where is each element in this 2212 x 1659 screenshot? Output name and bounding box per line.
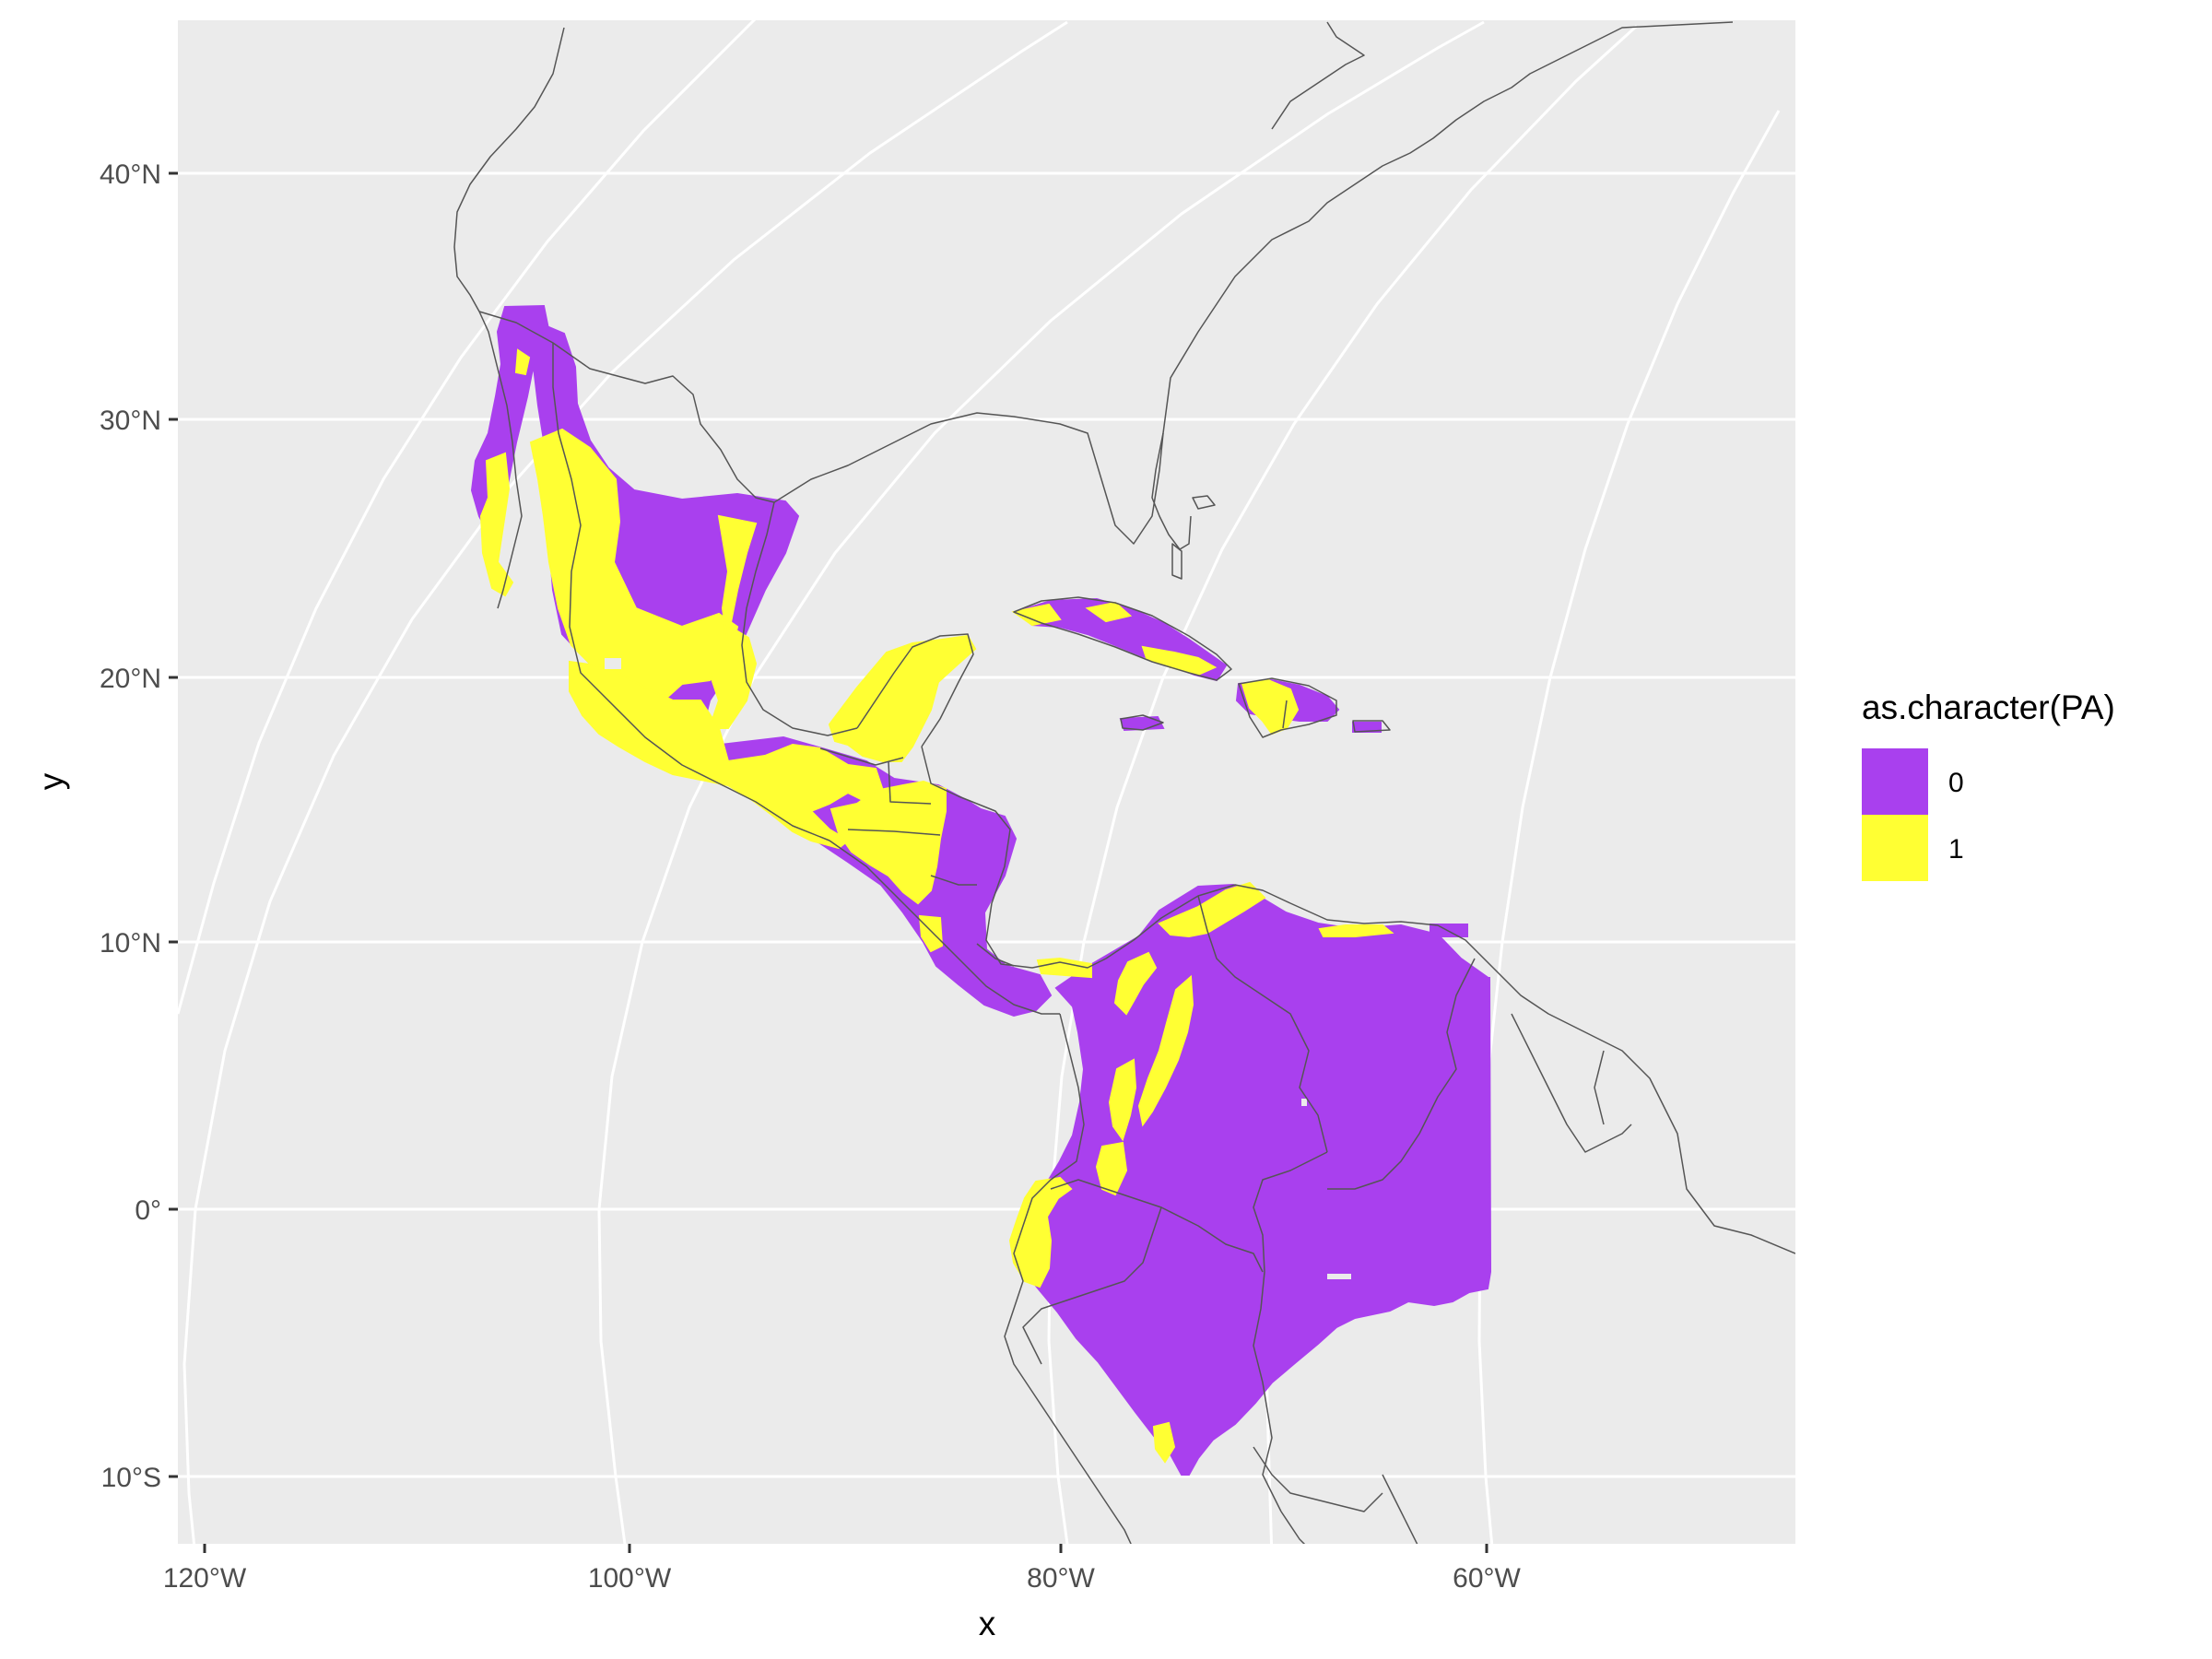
- country-borders: [453, 21, 1795, 1544]
- pacific-coast-south-america: [1004, 1013, 1132, 1544]
- y-tick-label: 10°S: [101, 1463, 161, 1493]
- atlantic-coast-usa: [1162, 21, 1734, 434]
- colombia-peru-border: [1160, 1206, 1264, 1273]
- sonora-sinaloa-presence: [529, 428, 739, 701]
- legend-title: as.character(PA): [1862, 688, 2115, 726]
- gulf-coast-usa: [773, 412, 1164, 545]
- central-america-borders: [819, 747, 1015, 967]
- gridline-lon-120w: [178, 20, 757, 1015]
- cuba-east-presence: [1141, 645, 1218, 677]
- legend-label-0: 0: [1948, 768, 1964, 798]
- y-axis-title: y: [32, 772, 70, 790]
- raster-gap: [1301, 1099, 1307, 1106]
- y-tick-label: 20°N: [100, 664, 161, 694]
- colombia-venezuela-border: [1197, 895, 1328, 1153]
- baja-south-presence: [479, 452, 514, 597]
- magdalena-presence: [1137, 974, 1194, 1127]
- baja-peninsula: [478, 311, 523, 609]
- caribbean-coast-central-america: [921, 746, 1107, 969]
- cauca-presence: [1108, 1058, 1137, 1142]
- jamaica-outline: [1120, 714, 1164, 731]
- y-tick-label: 0°: [135, 1195, 161, 1226]
- x-axis-title: x: [979, 1605, 996, 1642]
- y-axis-labels: 40°N 30°N 20°N 10°N 0° 10°S: [100, 159, 161, 1493]
- southern-mexico-presence: [569, 660, 885, 850]
- plot-panel: [178, 20, 1795, 1544]
- legend-key-1: [1862, 815, 1928, 881]
- y-tick-label: 40°N: [100, 159, 161, 190]
- trinidad-absence: [1430, 924, 1468, 937]
- y-tick-label: 30°N: [100, 406, 161, 436]
- x-tick-label: 60°W: [1453, 1563, 1521, 1594]
- pa-presence-cells: [479, 348, 1394, 1464]
- us-mexico-border: [478, 311, 775, 503]
- x-tick-label: 100°W: [588, 1563, 672, 1594]
- hispaniola-outline: [1238, 677, 1337, 738]
- south-america-north-coast: [1105, 884, 1795, 1254]
- gridline-lon-100w: [597, 20, 1485, 1544]
- graticule: [178, 20, 1795, 1544]
- gulf-slope-presence: [708, 514, 758, 729]
- pacific-coast-central-america: [829, 840, 1060, 1015]
- cuba-presence: [1011, 603, 1062, 627]
- honduras-presence: [830, 780, 947, 905]
- gridline-lon-80w: [1047, 24, 1639, 1544]
- x-tick-label: 80°W: [1027, 1563, 1095, 1594]
- legend-key-0: [1862, 748, 1928, 815]
- caribbean-coast-presence: [1158, 881, 1266, 938]
- venezuela-coast-presence: [1318, 924, 1394, 937]
- guianas-borders: [1511, 1013, 1632, 1153]
- x-axis-ticks: [203, 1544, 1488, 1553]
- pa-raster: [470, 304, 1492, 1476]
- puerto-rico-outline: [1352, 720, 1391, 733]
- y-axis-ticks: [169, 171, 178, 1478]
- raster-gap: [1327, 1274, 1351, 1279]
- raster-gap: [605, 658, 621, 669]
- gridline-lon-110w: [182, 20, 1068, 1544]
- bolivia-brazil-border: [1253, 1446, 1383, 1512]
- colombia-coast-presence: [1113, 951, 1158, 1016]
- baja-north-presence: [514, 348, 531, 376]
- andean-slope-presence: [1095, 1141, 1128, 1196]
- peru-bolivia-border: [1280, 1474, 1418, 1544]
- puerto-rico-absence: [1352, 722, 1382, 733]
- mexico-pacific-coast: [552, 343, 830, 841]
- gridline-lon-60w: [1477, 110, 1781, 1544]
- yucatan-coast: [856, 633, 974, 747]
- ecuador-coast-presence: [1008, 1176, 1073, 1288]
- peru-south-presence: [1152, 1421, 1176, 1464]
- florida-coast: [1151, 432, 1192, 550]
- cuba-central-presence: [1085, 601, 1133, 623]
- venezuela-guyana-border: [1327, 958, 1476, 1190]
- legend-label-1: 1: [1948, 834, 1964, 865]
- y-tick-label: 10°N: [100, 928, 161, 959]
- maine-coast: [1271, 21, 1365, 130]
- mexico-gulf-coast: [741, 501, 858, 736]
- ecuador-peru-borders: [1022, 1179, 1162, 1365]
- yucatan-presence: [828, 634, 977, 762]
- legend: as.character(PA) 0 1: [1862, 688, 2115, 881]
- cuba-outline: [1013, 596, 1232, 681]
- bahamas: [1171, 495, 1216, 580]
- brazil-border: [1253, 1151, 1328, 1512]
- panama-presence: [1036, 957, 1092, 979]
- x-axis-labels: 120°W 100°W 80°W 60°W: [163, 1563, 1522, 1594]
- raster-gaps: [605, 658, 1351, 1279]
- pacific-coast-north: [453, 27, 565, 312]
- x-tick-label: 120°W: [163, 1563, 247, 1594]
